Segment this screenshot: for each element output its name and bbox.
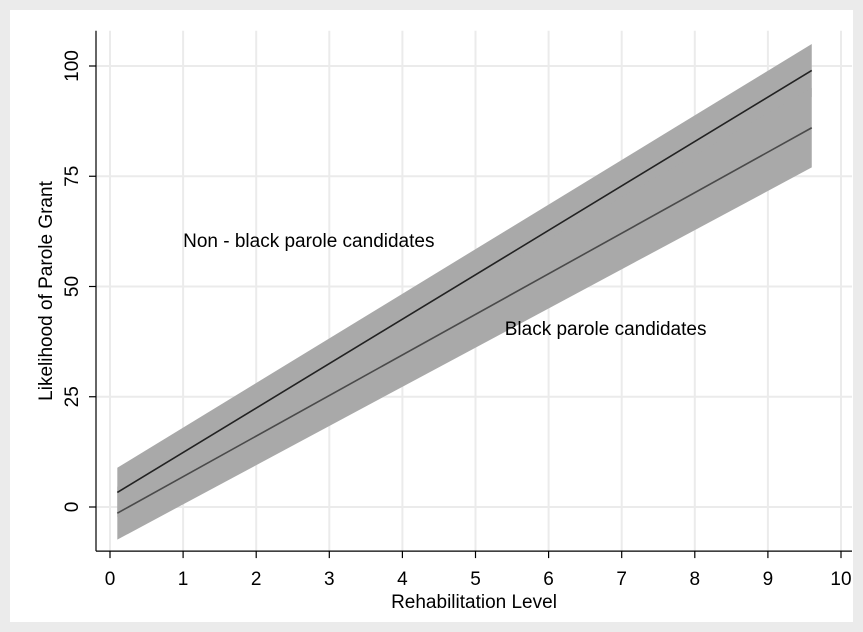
y-axis-title: Likelihood of Parole Grant xyxy=(36,180,57,400)
x-axis-title: Rehabilitation Level xyxy=(391,592,557,613)
fit-line-0 xyxy=(116,69,813,494)
x-tick-label: 10 xyxy=(830,569,851,590)
x-tick-label: 1 xyxy=(178,569,189,590)
y-tick-label: 0 xyxy=(62,502,83,513)
x-tick-label: 8 xyxy=(690,569,701,590)
y-tick-label: 75 xyxy=(62,166,83,187)
x-tick-label: 5 xyxy=(470,569,481,590)
annotation-non-black: Non - black parole candidates xyxy=(183,231,434,252)
x-tick-label: 6 xyxy=(543,569,554,590)
x-tick-label: 0 xyxy=(105,569,116,590)
y-tick-label: 25 xyxy=(62,386,83,407)
x-tick-label: 2 xyxy=(251,569,262,590)
x-tick-label: 9 xyxy=(763,569,774,590)
annotation-black: Black parole candidates xyxy=(505,319,707,340)
x-tick-label: 7 xyxy=(616,569,627,590)
y-tick-label: 100 xyxy=(62,50,83,82)
x-tick-label: 3 xyxy=(324,569,335,590)
confidence-band-1 xyxy=(117,88,812,540)
y-tick-label: 50 xyxy=(62,276,83,297)
x-tick-label: 4 xyxy=(397,569,408,590)
fit-line-1 xyxy=(116,127,813,514)
fit-lines xyxy=(116,69,813,514)
